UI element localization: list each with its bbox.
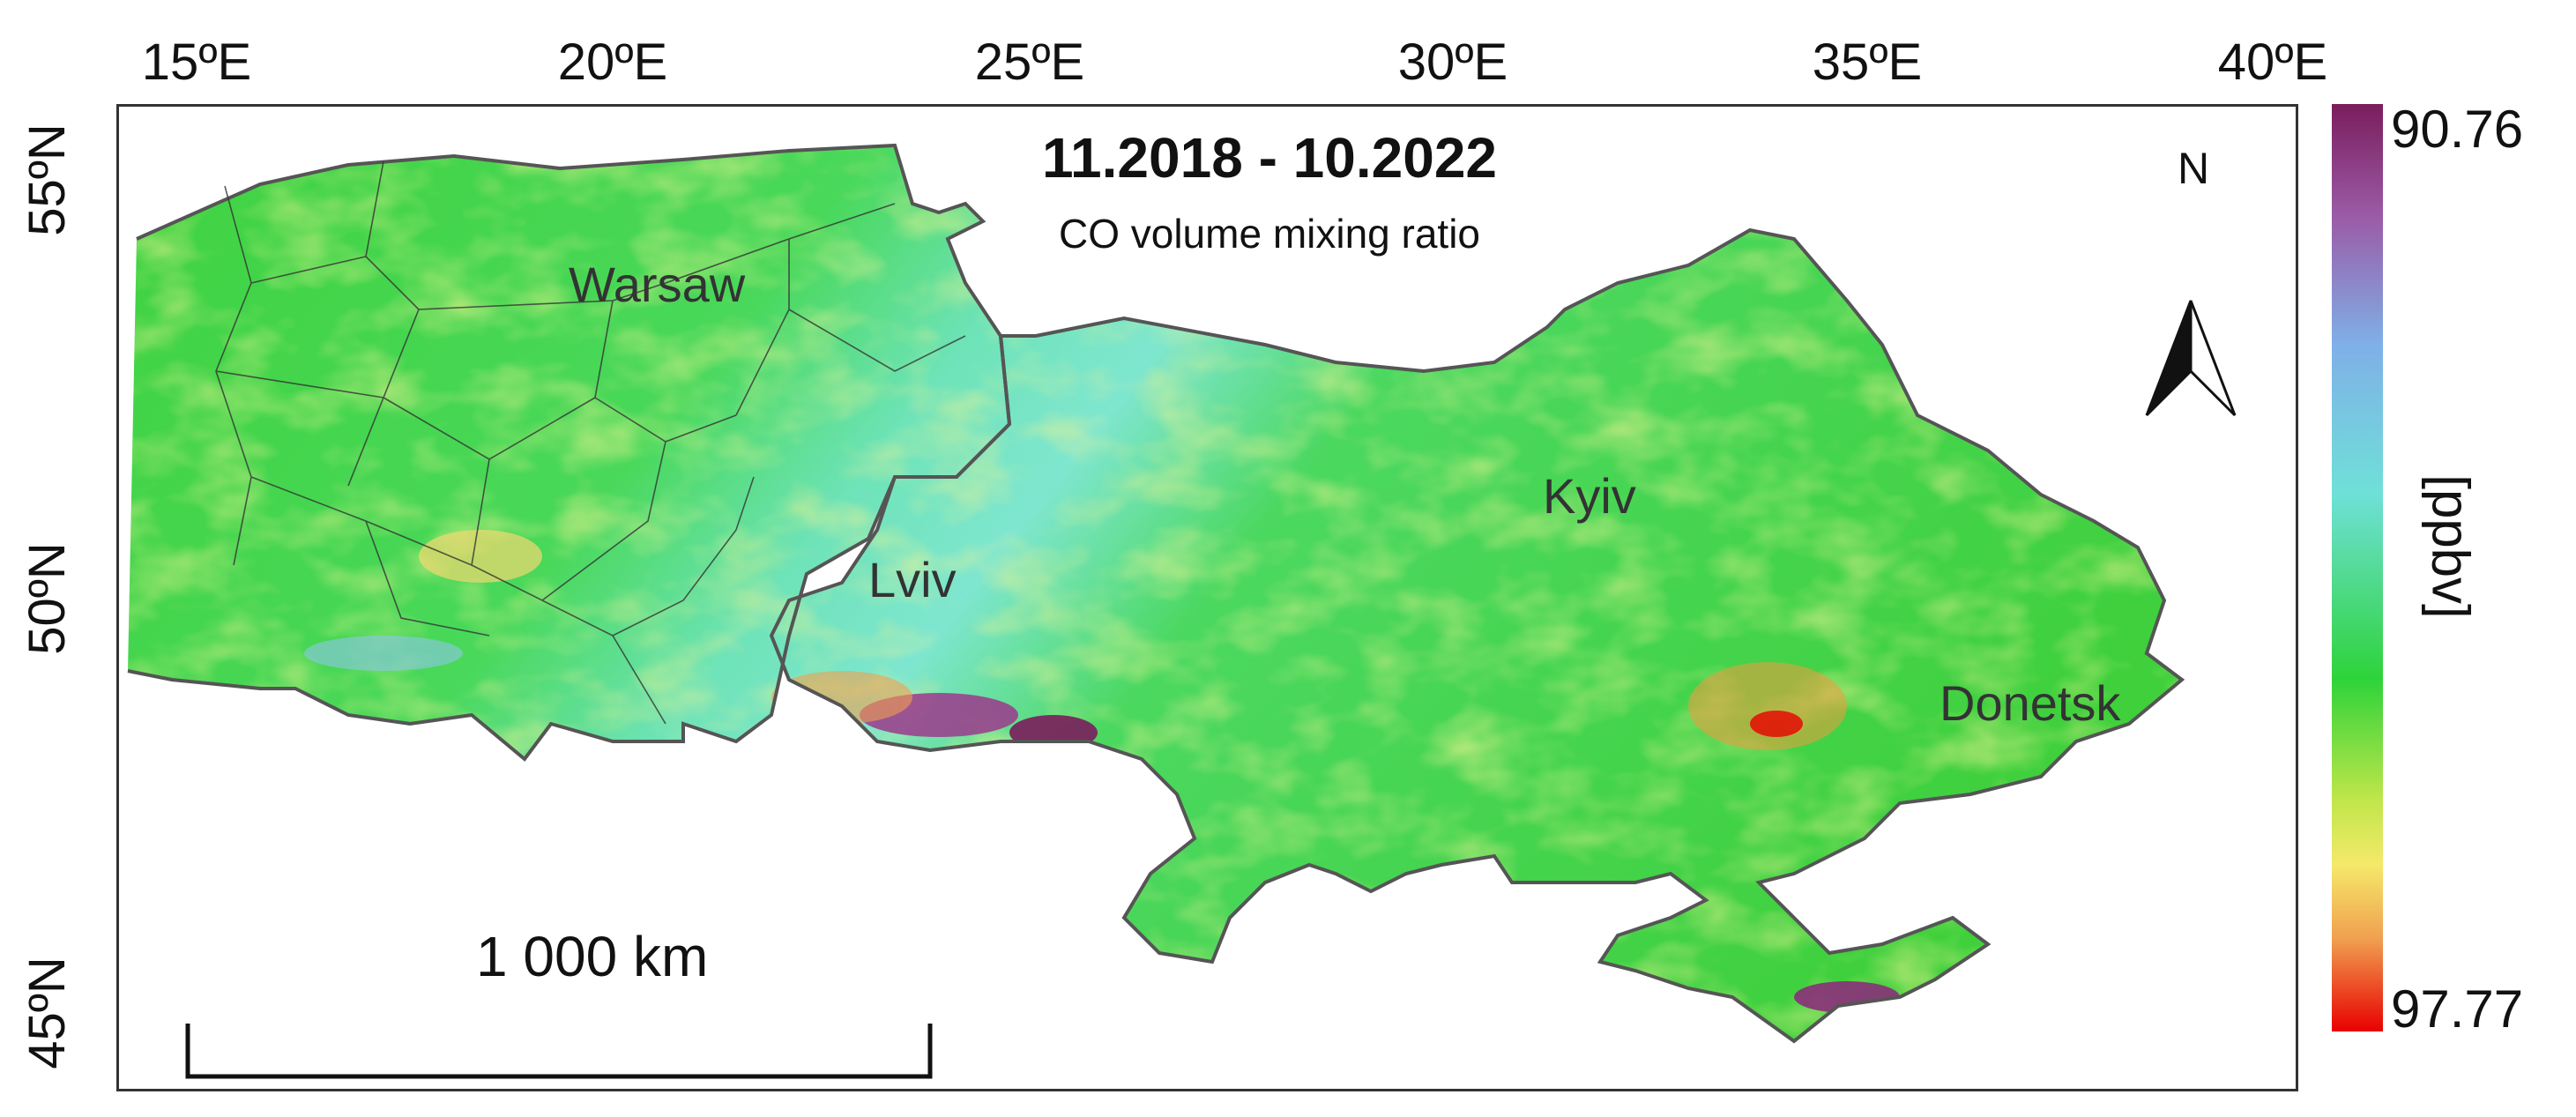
map-canvas: [127, 143, 2237, 1079]
lon-tick-35: 35ºE: [1812, 34, 1923, 91]
north-arrow-icon: [2145, 300, 2237, 417]
region-borders: [215, 160, 966, 725]
map-frame: [116, 104, 2298, 1091]
city-label-lviv: Lviv: [868, 552, 957, 607]
scale-bar: [185, 1024, 933, 1079]
lon-tick-15: 15ºE: [141, 34, 252, 91]
country-borders: [127, 143, 2185, 1044]
lat-tick-55: 55ºN: [18, 123, 76, 236]
scale-label: 1 000 km: [476, 925, 709, 988]
city-label-warsaw: Warsaw: [569, 257, 746, 312]
legend-top-value: 90.76: [2391, 100, 2524, 159]
north-label: N: [2178, 144, 2210, 193]
city-label-donetsk: Donetsk: [1939, 675, 2121, 731]
lat-tick-50: 50ºN: [18, 542, 76, 655]
map-title: 11.2018 - 10.2022: [1041, 126, 1498, 190]
lon-tick-20: 20ºE: [557, 34, 668, 91]
legend-bottom-value: 97.77: [2391, 979, 2524, 1039]
lat-tick-45: 45ºN: [18, 957, 76, 1069]
city-label-kyiv: Kyiv: [1543, 468, 1636, 524]
lon-tick-25: 25ºE: [974, 34, 1085, 91]
lon-tick-40: 40ºE: [2217, 34, 2328, 91]
lon-tick-30: 30ºE: [1397, 34, 1508, 91]
colorbar: [2332, 104, 2383, 1031]
map-subtitle: CO volume mixing ratio: [1058, 211, 1481, 257]
legend-unit: [ppbv]: [2421, 474, 2481, 619]
